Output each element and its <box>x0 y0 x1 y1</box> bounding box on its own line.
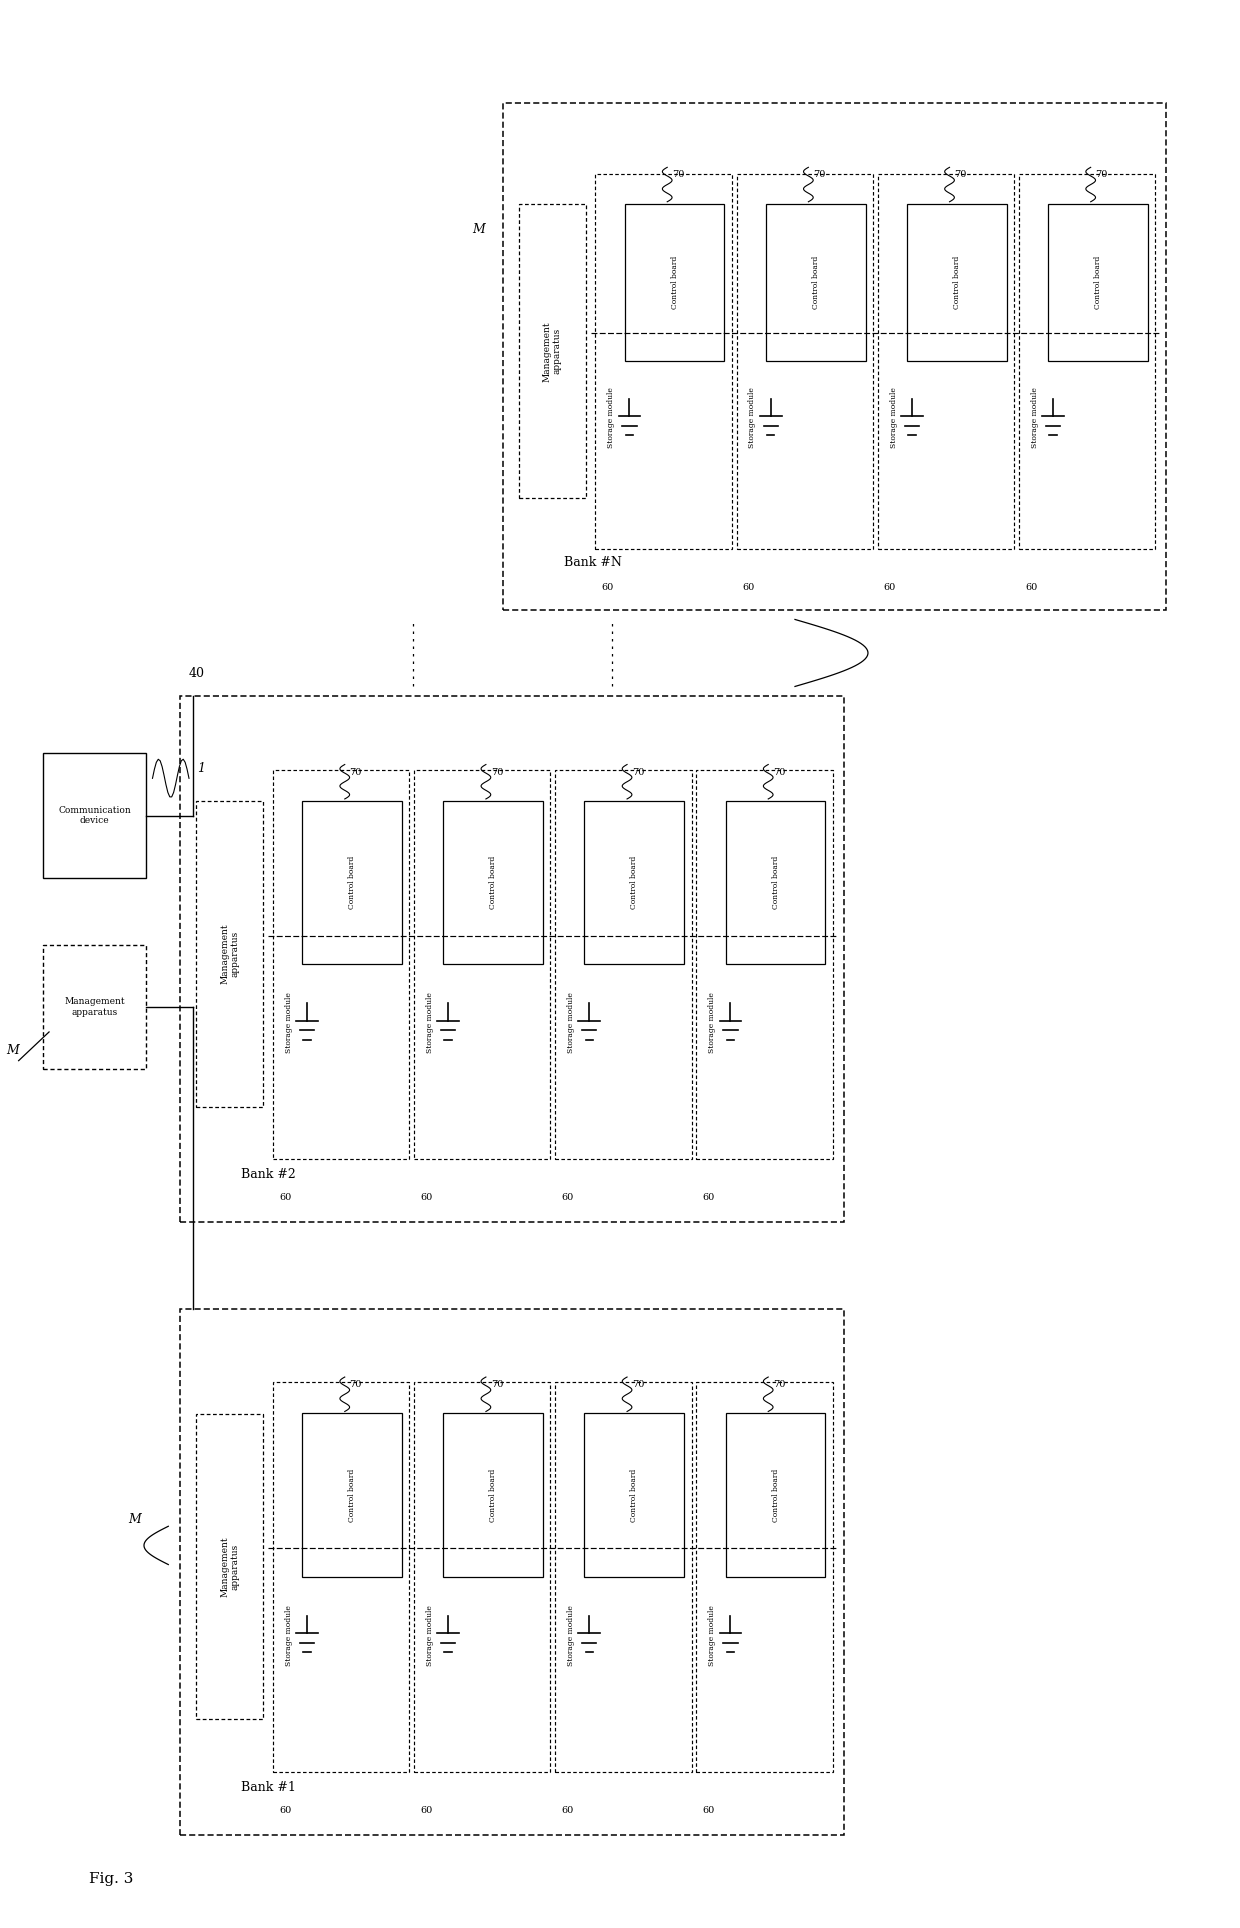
Bar <box>414 769 551 1159</box>
Text: 1: 1 <box>197 762 205 775</box>
Text: Bank #1: Bank #1 <box>242 1781 296 1793</box>
Text: Storage module: Storage module <box>425 1604 434 1666</box>
Text: Storage module: Storage module <box>749 388 756 447</box>
Text: 70: 70 <box>350 1380 362 1390</box>
Text: 60: 60 <box>279 1805 291 1814</box>
Text: Storage module: Storage module <box>567 1604 575 1666</box>
Bar <box>444 1413 543 1577</box>
Bar <box>1019 174 1156 549</box>
Bar <box>766 204 866 361</box>
Text: 60: 60 <box>743 582 755 592</box>
Text: 70: 70 <box>491 1380 503 1390</box>
Text: Storage module: Storage module <box>708 993 717 1053</box>
Text: M: M <box>472 224 485 235</box>
Text: Storage module: Storage module <box>425 993 434 1053</box>
Bar <box>503 102 1166 609</box>
Bar <box>196 1413 263 1720</box>
Text: Storage module: Storage module <box>567 993 575 1053</box>
Bar <box>625 204 724 361</box>
Text: Storage module: Storage module <box>285 1604 293 1666</box>
Bar <box>444 800 543 964</box>
Text: 60: 60 <box>420 1193 433 1201</box>
Text: Storage module: Storage module <box>608 388 615 447</box>
Bar <box>556 769 692 1159</box>
Text: 70: 70 <box>773 767 785 777</box>
Text: Management
apparatus: Management apparatus <box>219 1537 239 1596</box>
Text: 60: 60 <box>703 1193 714 1201</box>
Text: Communication
device: Communication device <box>58 806 131 825</box>
Text: Control board: Control board <box>771 1469 780 1521</box>
Bar <box>43 754 146 877</box>
Text: Control board: Control board <box>671 256 678 308</box>
Text: 40: 40 <box>188 667 205 679</box>
Text: Storage module: Storage module <box>1030 388 1039 447</box>
Text: 70: 70 <box>773 1380 785 1390</box>
Text: Control board: Control board <box>630 1469 639 1521</box>
Bar <box>725 1413 826 1577</box>
Text: Management
apparatus: Management apparatus <box>64 997 125 1016</box>
Text: 70: 70 <box>955 170 967 179</box>
Text: Control board: Control board <box>630 856 639 910</box>
Text: 70: 70 <box>672 170 684 179</box>
Text: Bank #N: Bank #N <box>564 555 621 569</box>
Text: Management
apparatus: Management apparatus <box>543 320 562 382</box>
Bar <box>43 945 146 1070</box>
Text: 70: 70 <box>813 170 826 179</box>
Bar <box>697 1382 833 1772</box>
Text: M: M <box>128 1513 140 1525</box>
Bar <box>518 204 585 497</box>
Text: 60: 60 <box>420 1805 433 1814</box>
Text: 60: 60 <box>703 1805 714 1814</box>
Text: Fig. 3: Fig. 3 <box>89 1872 134 1886</box>
Bar <box>725 800 826 964</box>
Bar <box>906 204 1007 361</box>
Text: Control board: Control board <box>490 1469 497 1521</box>
Bar <box>273 1382 409 1772</box>
Text: Control board: Control board <box>771 856 780 910</box>
Text: Control board: Control board <box>812 256 820 308</box>
Bar <box>196 802 263 1107</box>
Bar <box>303 1413 402 1577</box>
Text: 70: 70 <box>350 767 362 777</box>
Text: 60: 60 <box>562 1193 574 1201</box>
Bar <box>181 1309 843 1835</box>
Text: Storage module: Storage module <box>889 388 898 447</box>
Bar <box>556 1382 692 1772</box>
Text: 60: 60 <box>1025 582 1037 592</box>
Bar <box>414 1382 551 1772</box>
Text: 70: 70 <box>632 767 645 777</box>
Bar <box>303 800 402 964</box>
Text: Bank #2: Bank #2 <box>242 1168 296 1182</box>
Text: 70: 70 <box>1095 170 1107 179</box>
Bar <box>584 800 684 964</box>
Bar <box>1048 204 1148 361</box>
Bar <box>595 174 732 549</box>
Bar <box>584 1413 684 1577</box>
Text: M: M <box>6 1045 19 1057</box>
Text: Control board: Control board <box>952 256 961 308</box>
Bar <box>697 769 833 1159</box>
Bar <box>273 769 409 1159</box>
Text: 70: 70 <box>491 767 503 777</box>
Text: Management
apparatus: Management apparatus <box>219 924 239 985</box>
Text: Control board: Control board <box>1094 256 1102 308</box>
Text: 60: 60 <box>562 1805 574 1814</box>
Text: 70: 70 <box>632 1380 645 1390</box>
Text: Control board: Control board <box>348 1469 356 1521</box>
Text: Storage module: Storage module <box>708 1604 717 1666</box>
Bar <box>737 174 873 549</box>
Text: 60: 60 <box>279 1193 291 1201</box>
Text: Control board: Control board <box>348 856 356 910</box>
Text: 60: 60 <box>601 582 614 592</box>
Text: 60: 60 <box>884 582 897 592</box>
Text: Storage module: Storage module <box>285 993 293 1053</box>
Bar <box>181 696 843 1222</box>
Bar <box>878 174 1014 549</box>
Text: Control board: Control board <box>490 856 497 910</box>
